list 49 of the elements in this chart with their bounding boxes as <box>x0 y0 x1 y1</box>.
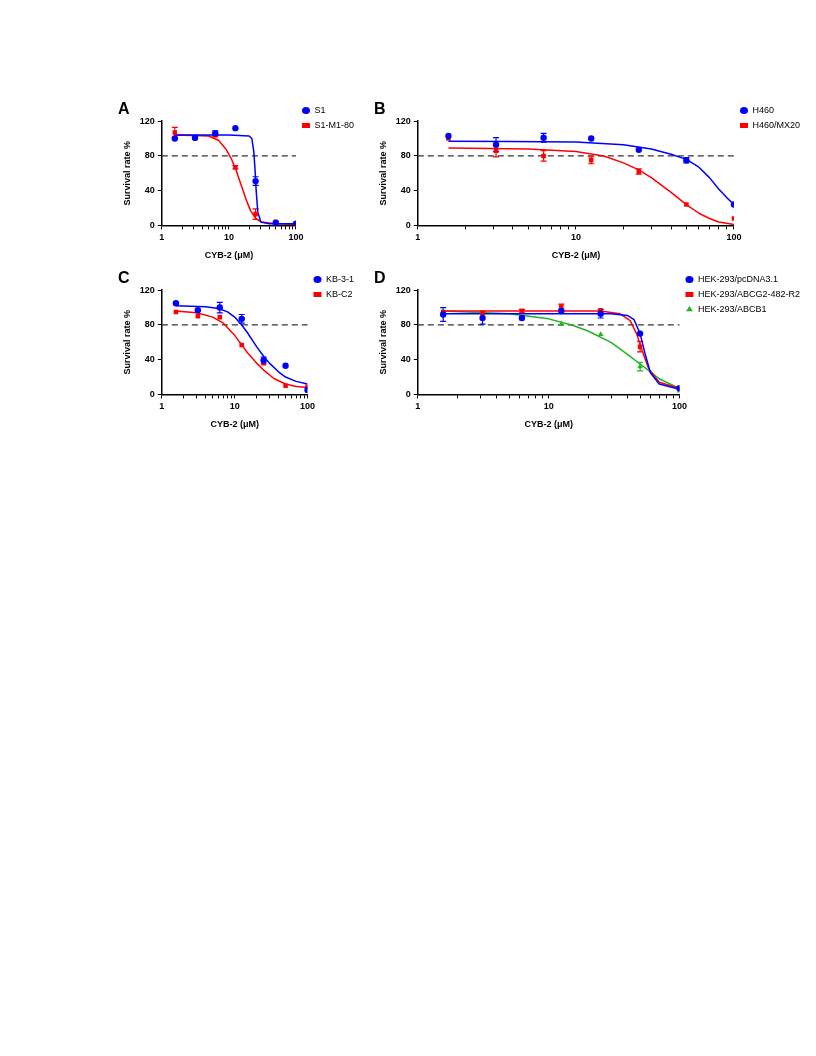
legend-label: HEK-293/ABCG2-482-R2 <box>697 288 800 299</box>
y-tick-label: 120 <box>395 115 411 126</box>
chart-title: B <box>374 100 386 118</box>
y-axis-title: Survival rate % <box>121 310 132 375</box>
y-tick-label: 0 <box>405 219 411 230</box>
y-axis-title: Survival rate % <box>121 141 132 206</box>
y-axis-title: Survival rate % <box>377 310 388 375</box>
legend-label: KB-C2 <box>325 288 353 299</box>
x-tick-label: 10 <box>229 401 240 412</box>
x-tick-label: 100 <box>726 232 742 243</box>
y-tick-label: 40 <box>144 185 155 196</box>
x-axis-title: CYB-2 (μM) <box>551 250 601 261</box>
legend-label: S1-M1-80 <box>314 119 354 130</box>
x-tick-label: 10 <box>543 401 554 412</box>
y-axis-title: Survival rate % <box>377 141 388 206</box>
y-tick-label: 80 <box>400 150 411 161</box>
legend-label: HEK-293/pcDNA3.1 <box>697 273 778 284</box>
y-tick-label: 80 <box>144 319 155 330</box>
legend-label: KB-3-1 <box>325 273 354 284</box>
legend-label: H460/MX20 <box>752 119 800 130</box>
x-tick-label: 1 <box>415 401 421 412</box>
y-tick-label: 80 <box>144 150 155 161</box>
chart-title: D <box>374 269 386 287</box>
y-tick-label: 0 <box>149 219 155 230</box>
y-tick-label: 40 <box>400 185 411 196</box>
y-tick-label: 40 <box>400 354 411 365</box>
x-axis-title: CYB-2 (μM) <box>210 419 259 430</box>
y-tick-label: 120 <box>139 115 155 126</box>
chart-title: C <box>118 269 130 287</box>
x-tick-label: 100 <box>299 401 315 412</box>
y-tick-label: 120 <box>139 284 155 295</box>
y-tick-label: 120 <box>395 284 411 295</box>
x-tick-label: 100 <box>288 232 304 243</box>
legend-label: S1 <box>314 104 326 115</box>
chart-title: A <box>118 100 130 118</box>
y-tick-label: 0 <box>149 388 155 399</box>
x-tick-label: 10 <box>570 232 581 243</box>
x-tick-label: 10 <box>223 232 234 243</box>
x-tick-label: 1 <box>415 232 421 243</box>
x-tick-label: 1 <box>159 232 165 243</box>
x-tick-label: 1 <box>159 401 165 412</box>
x-tick-label: 100 <box>671 401 687 412</box>
legend-label: H460 <box>752 104 774 115</box>
y-tick-label: 40 <box>144 354 155 365</box>
x-axis-title: CYB-2 (μM) <box>204 250 254 261</box>
y-tick-label: 80 <box>400 319 411 330</box>
x-axis-title: CYB-2 (μM) <box>524 419 573 430</box>
y-tick-label: 0 <box>405 388 411 399</box>
legend-label: HEK-293/ABCB1 <box>697 303 767 314</box>
